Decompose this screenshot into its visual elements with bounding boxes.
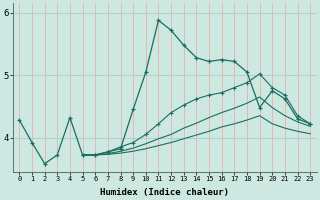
X-axis label: Humidex (Indice chaleur): Humidex (Indice chaleur) xyxy=(100,188,229,197)
